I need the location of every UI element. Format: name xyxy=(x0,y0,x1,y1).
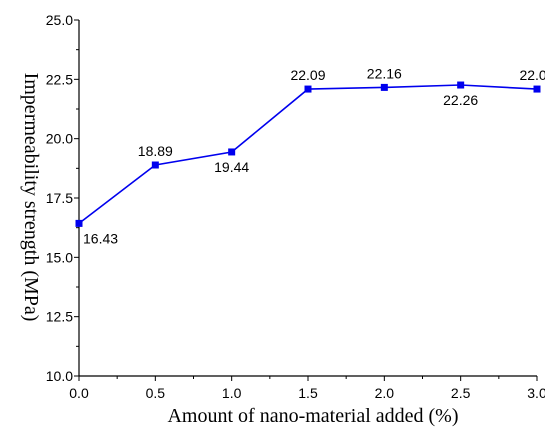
y-tick-label: 15.0 xyxy=(46,249,73,265)
y-tick-label: 25.0 xyxy=(46,12,73,28)
data-label: 18.89 xyxy=(138,143,173,159)
x-tick-label: 0.0 xyxy=(69,385,89,401)
data-label: 22.26 xyxy=(443,92,478,108)
data-point-marker xyxy=(457,81,465,89)
y-tick-label: 10.0 xyxy=(46,368,73,384)
x-tick-label: 3.0 xyxy=(527,385,545,401)
data-point-marker xyxy=(75,219,83,227)
data-label: 19.44 xyxy=(214,159,249,175)
x-tick-label: 2.5 xyxy=(451,385,471,401)
x-tick-label: 1.0 xyxy=(222,385,242,401)
data-point-marker xyxy=(304,85,312,93)
data-point-marker xyxy=(380,83,388,91)
y-tick-label: 17.5 xyxy=(46,190,73,206)
y-tick-label: 12.5 xyxy=(46,309,73,325)
axes: 10.0 12.5 15.0 17.5 20.0 22.5 25.0 0.0 0.5 1.0 1.5… xyxy=(46,12,545,401)
data-label: 16.43 xyxy=(83,230,118,246)
y-tick-label: 20.0 xyxy=(46,131,73,147)
data-label: 22.16 xyxy=(367,65,402,81)
data-label: 22.09 xyxy=(290,67,325,83)
series-layer: 16.43 18.89 19.44 22.09 22.16 22.26 22.09 xyxy=(75,65,545,246)
y-axis-title: Impermeability strength (MPa) xyxy=(20,73,42,322)
data-point-marker xyxy=(151,161,159,169)
data-point-marker xyxy=(228,148,236,156)
x-tick-label: 2.0 xyxy=(375,385,395,401)
x-tick-label: 0.5 xyxy=(146,385,166,401)
data-label: 22.09 xyxy=(519,67,545,83)
data-point-marker xyxy=(533,85,541,93)
x-axis-title: Amount of nano-material added (%) xyxy=(167,405,458,427)
y-tick-label: 22.5 xyxy=(46,71,73,87)
x-tick-label: 1.5 xyxy=(298,385,318,401)
